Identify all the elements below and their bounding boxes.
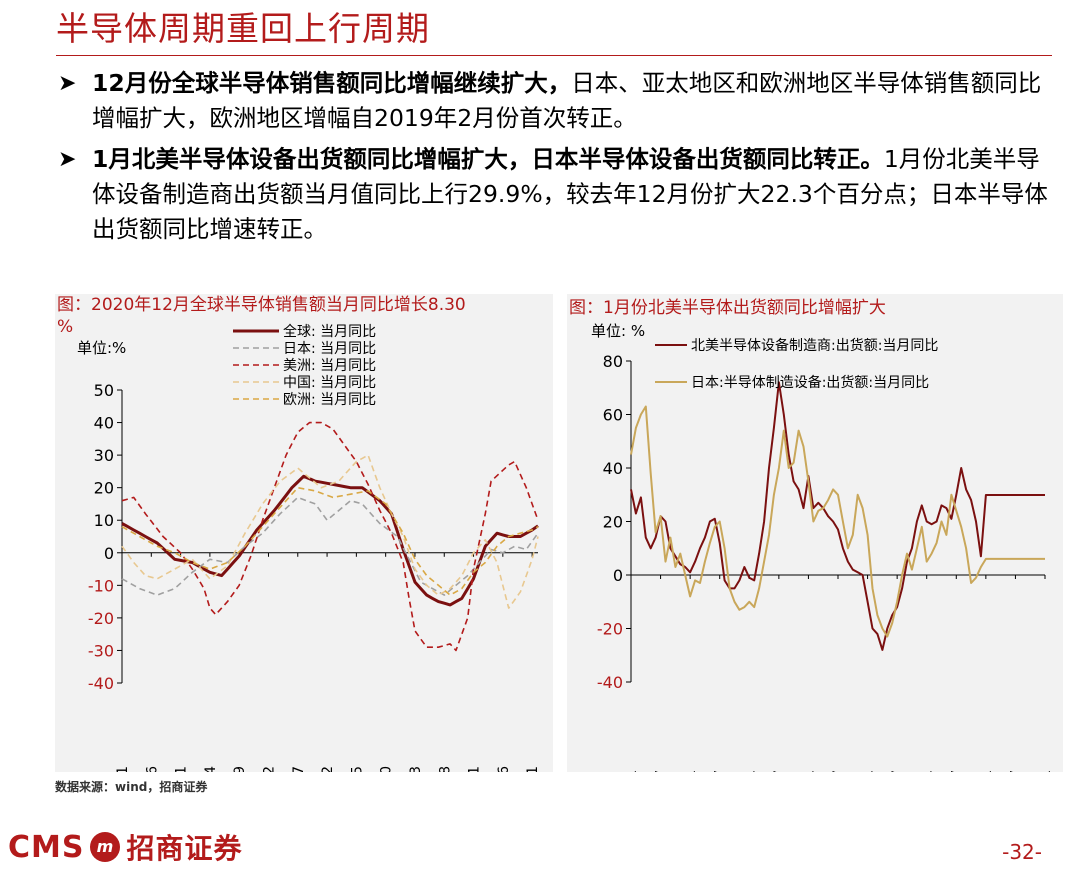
y-tick-label: 20 <box>94 479 114 498</box>
arrow-bullet-icon: ➤ <box>58 147 77 172</box>
legend-entry: 中国: 当月同比 <box>283 375 376 391</box>
y-tick-label: 80 <box>603 352 623 371</box>
x-tick-label: 2019-03 <box>408 766 424 772</box>
y-tick-label: -40 <box>88 674 114 693</box>
y-tick-label: 0 <box>613 566 623 585</box>
x-tick-label: 2019-07 <box>949 770 965 772</box>
x-tick-label: 2018-05 <box>349 766 365 772</box>
y-tick-label: 40 <box>603 459 623 478</box>
y-tick-label: -20 <box>88 609 114 628</box>
arrow-bullet-icon: ➤ <box>58 71 77 96</box>
x-tick-label: 2020-11 <box>525 766 541 772</box>
x-tick-label: 2016-09 <box>232 766 248 772</box>
logo-cn-name: 招商证券 <box>126 832 243 865</box>
unit-label: 单位:% <box>77 339 126 357</box>
y-tick-label: -40 <box>597 673 623 692</box>
x-tick-label: 2017-07 <box>831 770 847 772</box>
series-line-5 <box>121 486 539 596</box>
x-tick-label: 2014-01 <box>624 770 640 772</box>
x-tick-label: 2015-11 <box>174 766 190 772</box>
x-tick-label: 2018-07 <box>890 770 906 772</box>
y-tick-label: 50 <box>94 381 114 400</box>
chart-title-line-1: 图：2020年12月全球半导体销售额当月同比增长8.30 <box>57 295 466 315</box>
x-tick-label: 2017-07 <box>291 766 307 772</box>
bullet-1-bold: 12月份全球半导体销售额同比增幅继续扩大， <box>92 69 572 97</box>
bullet-2-bold: 1月北美半导体设备出货额同比增幅扩大，日本半导体设备出货额同比转正。 <box>92 145 884 173</box>
bullet-item-1: ➤ 12月份全球半导体销售额同比增幅继续扩大，日本、亚太地区和欧洲地区半导体销售… <box>56 66 1056 136</box>
page-title: 半导体周期重回上行周期 <box>56 9 430 48</box>
y-tick-label: 30 <box>94 446 114 465</box>
x-tick-label: 2014-07 <box>654 770 670 772</box>
chart-global-sales-svg: 图：2020年12月全球半导体销售额当月同比增长8.30%单位:% -40 -30 -… <box>57 295 541 825</box>
data-source: 数据来源：wind，招商证券 <box>55 780 208 794</box>
y-tick-label: 60 <box>603 406 623 425</box>
x-tick-label: 2020-01 <box>979 770 995 772</box>
bullet-1-text: 日本、亚太地区和欧洲地区半导体销售额同比增幅扩大，欧洲地区增幅自2019年2月份… <box>92 69 1042 132</box>
series-line-1 <box>630 381 1045 651</box>
x-tick-label: 2016-04 <box>203 766 219 772</box>
y-tick-label: 40 <box>94 414 114 433</box>
x-tick-label: 2019-08 <box>437 766 453 772</box>
x-tick-label: 2019-01 <box>920 770 936 772</box>
x-tick-label: 2020-01 <box>467 766 483 772</box>
logo-mark-icon: m <box>90 832 121 862</box>
logo-brand: CMS <box>8 829 85 865</box>
legend-entry: 日本:半导体制造设备:出货额:当月同比 <box>691 374 929 391</box>
x-tick-label: 2017-01 <box>801 770 817 772</box>
legend-entry: 美洲: 当月同比 <box>283 358 376 374</box>
series-line-3 <box>121 421 539 652</box>
bullet-2-text: 1月份北美半导体设备制造商出货额当月值同比上行29.9%，较去年12月份扩大22… <box>92 145 1048 243</box>
x-tick-label: 2017-02 <box>261 766 277 772</box>
y-tick-label: -10 <box>88 576 114 595</box>
bullet-list: ➤ 12月份全球半导体销售额同比增幅继续扩大，日本、亚太地区和欧洲地区半导体销售… <box>56 66 1056 253</box>
x-tick-label: 2017-12 <box>320 766 336 772</box>
x-tick-label: 2018-10 <box>379 766 395 772</box>
y-tick-label: 10 <box>94 511 114 530</box>
series-line-2 <box>630 405 1045 638</box>
title-rule <box>56 55 1052 56</box>
x-tick-label: 2015-01 <box>115 766 131 772</box>
x-tick-label: 2016-07 <box>772 770 788 772</box>
legend-entry: 欧洲: 当月同比 <box>283 392 376 408</box>
bullet-item-2: ➤ 1月北美半导体设备出货额同比增幅扩大，日本半导体设备出货额同比转正。1月份北… <box>56 142 1056 247</box>
series-line-4 <box>121 454 539 609</box>
legend-entry: 日本: 当月同比 <box>283 341 376 357</box>
y-tick-label: 20 <box>603 513 623 532</box>
cms-logo: CMS m 招商证券 <box>8 827 243 867</box>
x-tick-label: 2015-01 <box>683 770 699 772</box>
chart-title-line-1: 图：1月份北美半导体出货额同比增幅扩大 <box>569 298 886 318</box>
legend-entry: 全球: 当月同比 <box>283 323 376 340</box>
y-tick-label: 0 <box>104 544 114 563</box>
x-tick-label: 2020-06 <box>496 766 512 772</box>
page-number: -32- <box>1002 840 1042 864</box>
y-tick-label: -20 <box>597 620 623 639</box>
legend-entry: 北美半导体设备制造商:出货额:当月同比 <box>691 337 938 354</box>
x-tick-label: 2015-07 <box>713 770 729 772</box>
x-tick-label: 2020-07 <box>1008 770 1024 772</box>
x-tick-label: 2016-01 <box>742 770 758 772</box>
chart-panel-global-sales: 图：2020年12月全球半导体销售额当月同比增长8.30% 单位:% -40 -30 -… <box>55 294 553 825</box>
unit-label: 单位: % <box>591 322 645 340</box>
chart-title-line-2: % <box>57 317 73 337</box>
y-tick-label: -30 <box>88 641 114 660</box>
x-tick-label: 2015-06 <box>144 766 160 772</box>
x-tick-label: 2021-01 <box>1038 770 1054 772</box>
x-tick-label: 2018-01 <box>861 770 877 772</box>
series-line-2 <box>121 496 539 596</box>
